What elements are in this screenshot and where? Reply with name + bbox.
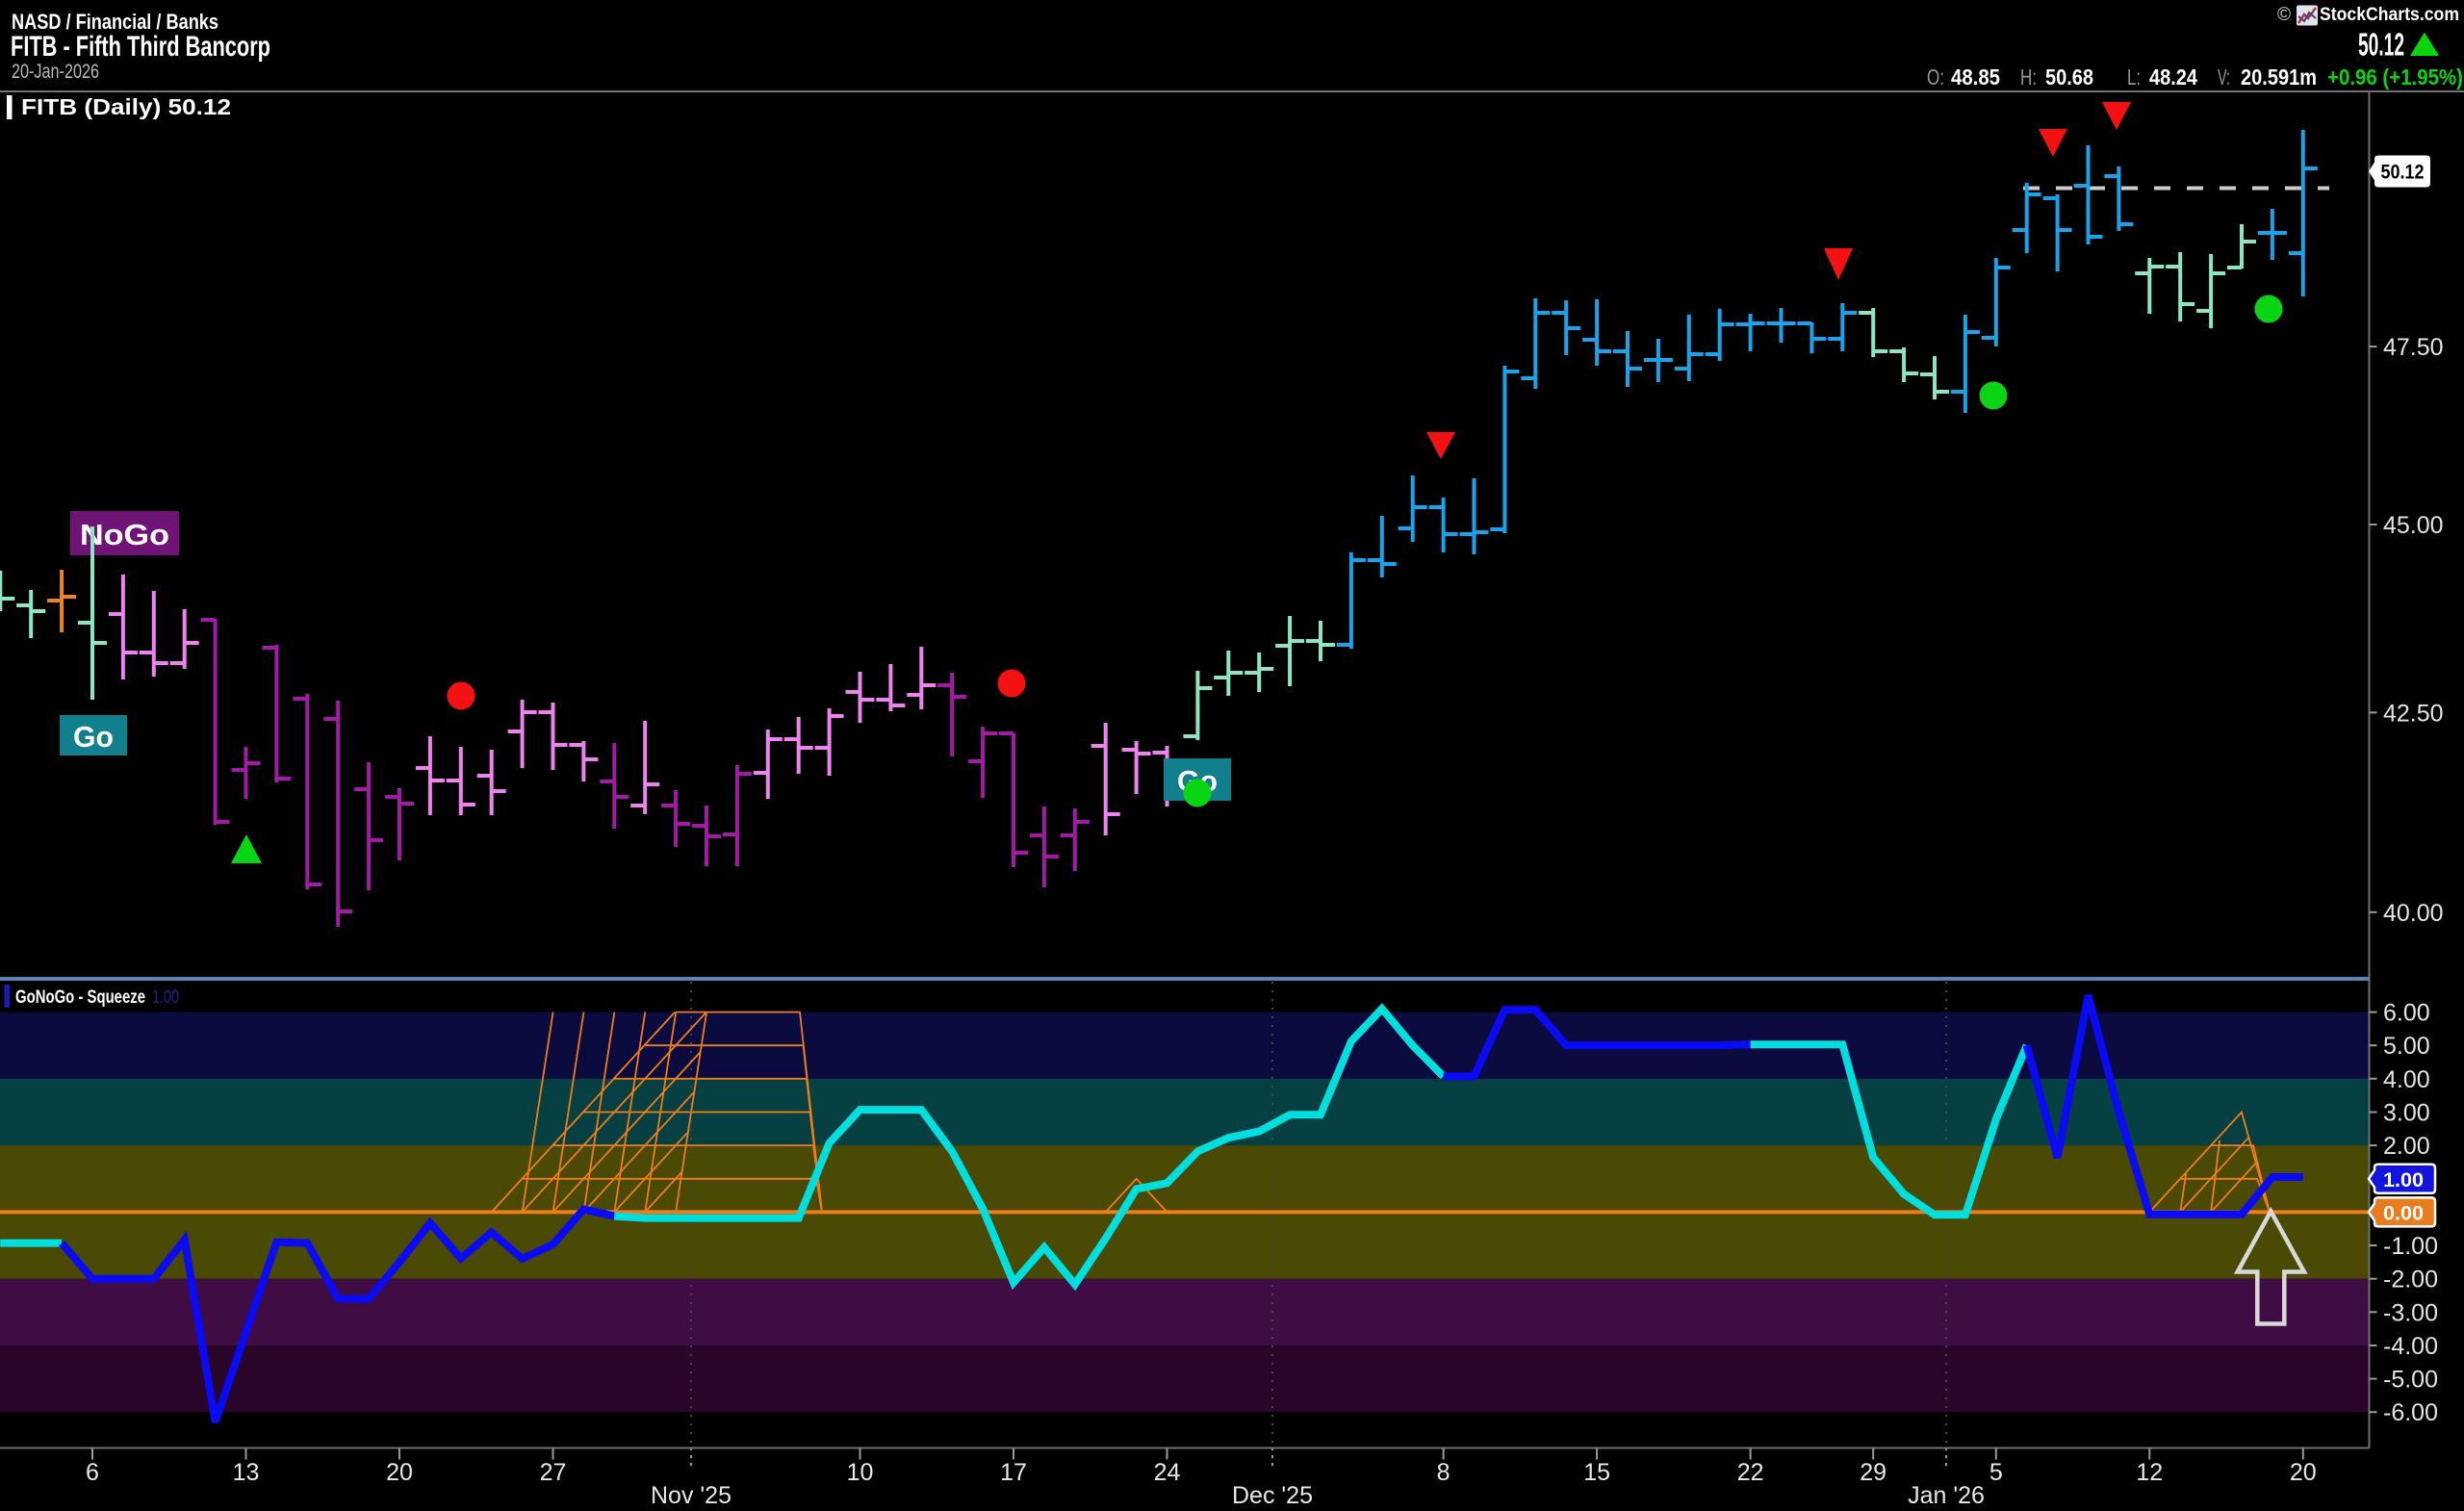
svg-text:Dec '25: Dec '25 <box>1232 1482 1313 1509</box>
svg-text:15: 15 <box>1583 1459 1610 1486</box>
svg-text:20: 20 <box>2290 1459 2317 1486</box>
svg-text:-3.00: -3.00 <box>2383 1299 2438 1326</box>
svg-text:27: 27 <box>540 1459 567 1486</box>
svg-text:22: 22 <box>1737 1459 1764 1486</box>
svg-text:29: 29 <box>1860 1459 1886 1486</box>
svg-text:Nov '25: Nov '25 <box>651 1482 732 1509</box>
svg-text:48.85: 48.85 <box>1951 64 2000 90</box>
svg-text:GoNoGo - Squeeze: GoNoGo - Squeeze <box>15 987 145 1008</box>
svg-text:-5.00: -5.00 <box>2383 1367 2438 1394</box>
svg-text:-1.00: -1.00 <box>2383 1233 2438 1260</box>
svg-text:20: 20 <box>386 1459 413 1486</box>
svg-text:40.00: 40.00 <box>2383 900 2444 927</box>
svg-text:6.00: 6.00 <box>2383 1000 2430 1027</box>
svg-text:Go: Go <box>73 720 114 754</box>
svg-text:24: 24 <box>1154 1459 1181 1486</box>
svg-text:V:: V: <box>2218 64 2230 90</box>
svg-text:5.00: 5.00 <box>2383 1033 2430 1060</box>
svg-text:50.68: 50.68 <box>2045 64 2093 90</box>
svg-text:NASD / Financial / Banks: NASD / Financial / Banks <box>12 10 218 34</box>
svg-text:O:: O: <box>1927 64 1944 90</box>
svg-text:L:: L: <box>2127 64 2141 90</box>
svg-text:47.50: 47.50 <box>2383 334 2444 361</box>
svg-text:17: 17 <box>1000 1459 1027 1486</box>
svg-text:©: © <box>2277 5 2291 25</box>
svg-text:3.00: 3.00 <box>2383 1100 2430 1127</box>
svg-text:StockCharts.com: StockCharts.com <box>2320 5 2459 25</box>
svg-text:10: 10 <box>847 1459 874 1486</box>
svg-text:0.00: 0.00 <box>2383 1202 2424 1224</box>
svg-text:50.12: 50.12 <box>2381 162 2425 184</box>
svg-text:-4.00: -4.00 <box>2383 1333 2438 1360</box>
svg-text:4.00: 4.00 <box>2383 1066 2430 1093</box>
svg-text:45.00: 45.00 <box>2383 512 2444 539</box>
svg-text:42.50: 42.50 <box>2383 700 2444 727</box>
svg-text:20.591m: 20.591m <box>2241 64 2317 90</box>
svg-text:6: 6 <box>86 1459 99 1486</box>
svg-text:+0.96 (+1.95%): +0.96 (+1.95%) <box>2327 64 2463 90</box>
svg-text:2.00: 2.00 <box>2383 1133 2430 1160</box>
svg-text:8: 8 <box>1437 1459 1450 1486</box>
svg-text:50.12: 50.12 <box>2358 27 2404 63</box>
svg-text:1.00: 1.00 <box>2383 1169 2424 1191</box>
svg-text:Jan '26: Jan '26 <box>1908 1482 1985 1509</box>
svg-text:48.24: 48.24 <box>2149 64 2197 90</box>
svg-text:-6.00: -6.00 <box>2383 1399 2438 1426</box>
svg-text:NoGo: NoGo <box>80 518 169 551</box>
svg-text:12: 12 <box>2136 1459 2163 1486</box>
svg-text:5: 5 <box>1989 1459 2003 1486</box>
svg-text:H:: H: <box>2020 64 2037 90</box>
svg-text:-2.00: -2.00 <box>2383 1267 2438 1293</box>
svg-text:20-Jan-2026: 20-Jan-2026 <box>12 61 99 83</box>
svg-text:FITB (Daily) 50.12: FITB (Daily) 50.12 <box>21 94 231 119</box>
svg-text:FITB - Fifth Third Bancorp: FITB - Fifth Third Bancorp <box>11 31 270 63</box>
svg-text:13: 13 <box>233 1459 260 1486</box>
svg-text:1.00: 1.00 <box>152 987 179 1008</box>
